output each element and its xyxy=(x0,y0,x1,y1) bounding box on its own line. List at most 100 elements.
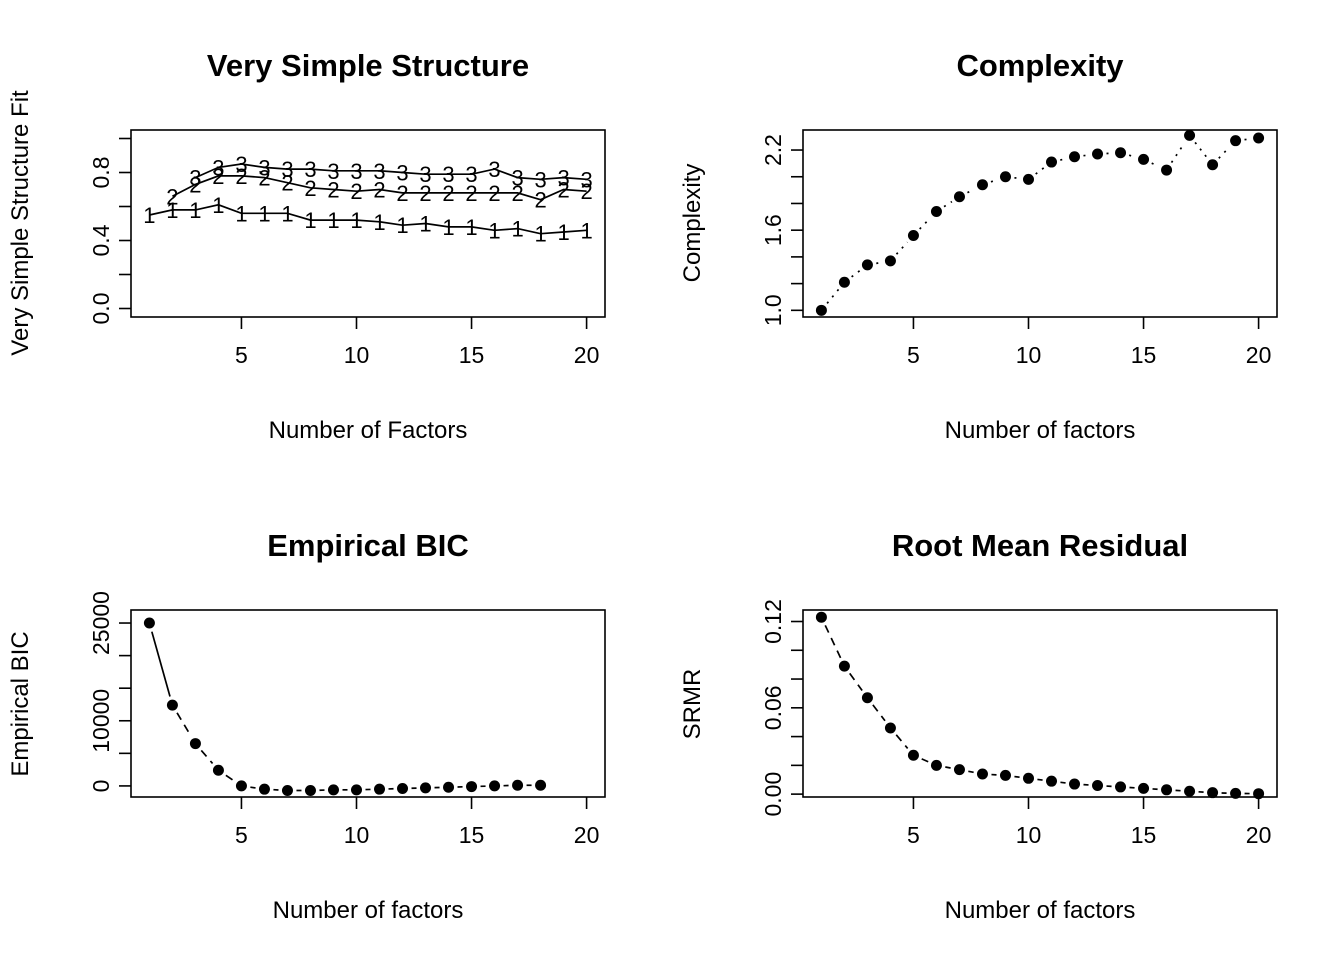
data-point-1: 1 xyxy=(235,201,247,226)
data-point xyxy=(976,768,988,780)
data-point-2: 2 xyxy=(304,176,316,201)
connector-segment xyxy=(824,624,842,659)
connector-segment xyxy=(1170,142,1186,164)
data-point-2: 2 xyxy=(373,178,385,203)
data-point-2: 2 xyxy=(511,181,523,206)
data-point-2: 2 xyxy=(580,179,592,204)
x-tick-label: 10 xyxy=(1016,822,1042,848)
data-point-2: 2 xyxy=(166,184,178,209)
panel-empirical-bic: Empirical BIC Number of factors Empirica… xyxy=(7,528,606,924)
data-point-3: 3 xyxy=(258,155,270,180)
data-point-1: 1 xyxy=(580,218,592,243)
data-point-3: 3 xyxy=(373,159,385,184)
x-tick-label: 5 xyxy=(907,342,920,368)
data-point xyxy=(815,304,827,316)
data-point xyxy=(1207,159,1219,171)
connector-segment xyxy=(967,188,975,194)
data-point-2: 2 xyxy=(419,181,431,206)
y-tick-label: 0.00 xyxy=(760,772,786,817)
data-point-3: 3 xyxy=(488,157,500,182)
data-point xyxy=(1253,788,1265,800)
data-point-1: 1 xyxy=(534,222,546,247)
connector-segment xyxy=(990,178,998,183)
connector-segment xyxy=(921,758,929,763)
connector-segment xyxy=(151,631,171,697)
x-tick-label: 20 xyxy=(1246,342,1272,368)
y-axis-label: Very Simple Structure Fit xyxy=(7,90,34,356)
connector-segment xyxy=(895,734,909,749)
data-point-3: 3 xyxy=(511,166,523,191)
y-tick-label: 1.6 xyxy=(760,214,786,246)
connector-segment xyxy=(968,770,974,774)
plot-frame xyxy=(802,609,1278,798)
data-point xyxy=(1184,785,1196,797)
connector-segment xyxy=(872,704,886,722)
data-point xyxy=(999,171,1011,183)
y-tick-label: 25000 xyxy=(88,591,114,655)
data-point-3: 3 xyxy=(534,167,546,192)
data-point xyxy=(1022,772,1034,784)
plot-frame xyxy=(130,609,606,798)
axis-ticks: 5 10 15 20 0.00 0.06 0.12 xyxy=(760,599,1271,848)
connector-segment xyxy=(1037,778,1043,781)
series-marks xyxy=(815,129,1265,316)
data-point xyxy=(166,699,178,711)
data-point-2: 2 xyxy=(212,164,224,189)
x-tick-label: 15 xyxy=(459,822,485,848)
data-point xyxy=(189,738,201,750)
data-point xyxy=(1138,153,1150,165)
data-point xyxy=(281,784,293,796)
connector-segment xyxy=(176,712,192,737)
x-tick-label: 5 xyxy=(235,342,248,368)
data-point-2: 2 xyxy=(350,179,362,204)
x-tick-label: 20 xyxy=(574,822,600,848)
data-point-3: 3 xyxy=(465,162,477,187)
data-point xyxy=(1161,164,1173,176)
data-point-3: 3 xyxy=(580,167,592,192)
data-point xyxy=(930,205,942,217)
data-point-1: 1 xyxy=(304,208,316,233)
data-point-1: 1 xyxy=(396,213,408,238)
data-point-3: 3 xyxy=(304,157,316,182)
connector-segment xyxy=(849,672,863,691)
chart-title: Complexity xyxy=(956,48,1124,83)
data-point-3: 3 xyxy=(350,159,362,184)
data-point-1: 1 xyxy=(327,208,339,233)
data-point-3: 3 xyxy=(212,155,224,180)
data-point-1: 1 xyxy=(419,212,431,237)
series-marks: 1 1 1 1 1 1 1 1 1 1 1 1 1 1 1 1 1 1 1 12 2 2 2 2 2 2 2 2 2 2 2 2 2 2 2 2 2 23… xyxy=(143,152,592,247)
x-axis-label: Number of Factors xyxy=(269,417,468,444)
data-point xyxy=(374,783,386,795)
y-tick-label: 0.12 xyxy=(760,599,786,644)
data-point xyxy=(535,779,547,791)
connector-segment xyxy=(1014,775,1020,779)
data-point xyxy=(420,782,432,794)
data-point-2: 2 xyxy=(442,181,454,206)
x-axis-label: Number of factors xyxy=(273,897,464,924)
data-point xyxy=(953,191,965,203)
data-point xyxy=(1161,784,1173,796)
data-point xyxy=(489,780,501,792)
y-tick-label: 10000 xyxy=(88,689,114,753)
data-point-1: 1 xyxy=(557,220,569,245)
data-point xyxy=(350,784,362,796)
connector-segment xyxy=(876,261,882,265)
data-point xyxy=(838,660,850,672)
data-point xyxy=(1184,129,1196,141)
data-point xyxy=(1092,779,1104,791)
data-point xyxy=(1138,782,1150,794)
data-point xyxy=(443,781,455,793)
connector-segment xyxy=(851,269,861,278)
data-point xyxy=(1207,787,1219,799)
x-tick-label: 5 xyxy=(907,822,920,848)
data-point-3: 3 xyxy=(442,162,454,187)
data-point-2: 2 xyxy=(534,188,546,213)
connector-segment xyxy=(1014,176,1020,180)
y-axis-label: Complexity xyxy=(679,164,706,283)
data-point-3: 3 xyxy=(235,152,247,177)
x-tick-label: 15 xyxy=(1131,342,1157,368)
data-point xyxy=(884,255,896,267)
data-point xyxy=(512,779,524,791)
x-axis-label: Number of factors xyxy=(945,897,1136,924)
connector-segment xyxy=(1128,154,1136,158)
